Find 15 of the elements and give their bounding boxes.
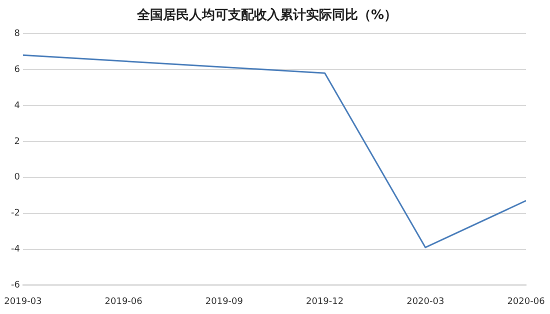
y-tick-label: -6 bbox=[10, 280, 20, 291]
y-tick-label: 2 bbox=[14, 136, 20, 147]
x-tick-label: 2019-09 bbox=[205, 296, 244, 307]
y-tick-label: -4 bbox=[10, 244, 20, 255]
y-tick-label: 6 bbox=[14, 64, 20, 75]
y-tick-label: -2 bbox=[10, 208, 20, 219]
y-tick-label: 0 bbox=[14, 172, 20, 183]
x-tick-label: 2019-03 bbox=[4, 296, 42, 307]
x-tick-label: 2020-06 bbox=[507, 296, 546, 307]
chart-title: 全国居民人均可支配收入累计实际同比（%） bbox=[136, 7, 398, 24]
x-tick-label: 2019-12 bbox=[306, 296, 344, 307]
y-tick-label: 8 bbox=[14, 28, 20, 39]
x-tick-label: 2019-06 bbox=[104, 296, 143, 307]
x-tick-label: 2020-03 bbox=[406, 296, 444, 307]
y-tick-label: 4 bbox=[14, 100, 20, 111]
